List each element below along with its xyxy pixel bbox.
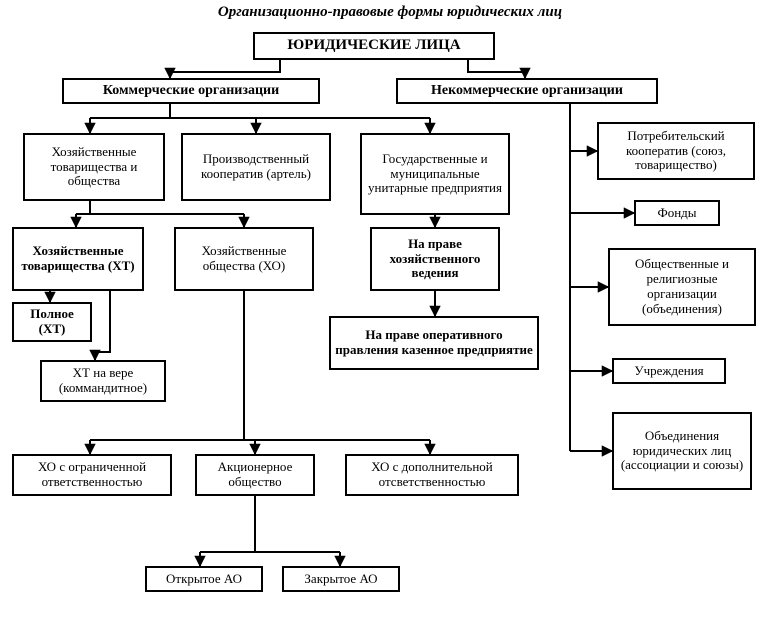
node-uchr: Учреждения — [612, 358, 726, 384]
node-funds: Фонды — [634, 200, 720, 226]
edge-1 — [468, 60, 525, 78]
node-relig: Общественные и религиозные организации (… — [608, 248, 756, 326]
node-root: ЮРИДИЧЕСКИЕ ЛИЦА — [253, 32, 495, 60]
node-consumer: Потребительский кооператив (союз, товари… — [597, 122, 755, 180]
diagram-stage: Организационно-правовые формы юридически… — [0, 0, 768, 636]
node-ao: Акционерное общество — [195, 454, 315, 496]
node-vedenie: На праве хозяйственного ведения — [370, 227, 500, 291]
edge-14 — [95, 291, 110, 360]
node-noncomm: Некоммерческие организации — [396, 78, 658, 104]
node-vera: ХТ на вере (коммандитное) — [40, 360, 166, 402]
node-coop: Производственный кооператив (артель) — [181, 133, 331, 201]
edge-0 — [170, 60, 280, 78]
node-unitary: Государственные и муниципальные унитарны… — [360, 133, 510, 215]
node-ho: Хозяйственные общества (ХО) — [174, 227, 314, 291]
diagram-title: Организационно-правовые формы юридически… — [130, 4, 650, 21]
node-ht: Хозяйственные товарищества (ХТ) — [12, 227, 144, 291]
node-commercial: Коммерческие организации — [62, 78, 320, 104]
node-hto: Хозяйственные товарищества и общества — [23, 133, 165, 201]
node-hoogr: ХО с ограниченной ответственностью — [12, 454, 172, 496]
node-zao: Закрытое АО — [282, 566, 400, 592]
node-oao: Открытое АО — [145, 566, 263, 592]
node-polnoe: Полное (ХТ) — [12, 302, 92, 342]
node-assoc: Объединения юридических лиц (ассоциации … — [612, 412, 752, 490]
node-operativ: На праве оперативного правления казенное… — [329, 316, 539, 370]
node-hodop: ХО с дополнительной отсветственностью — [345, 454, 519, 496]
